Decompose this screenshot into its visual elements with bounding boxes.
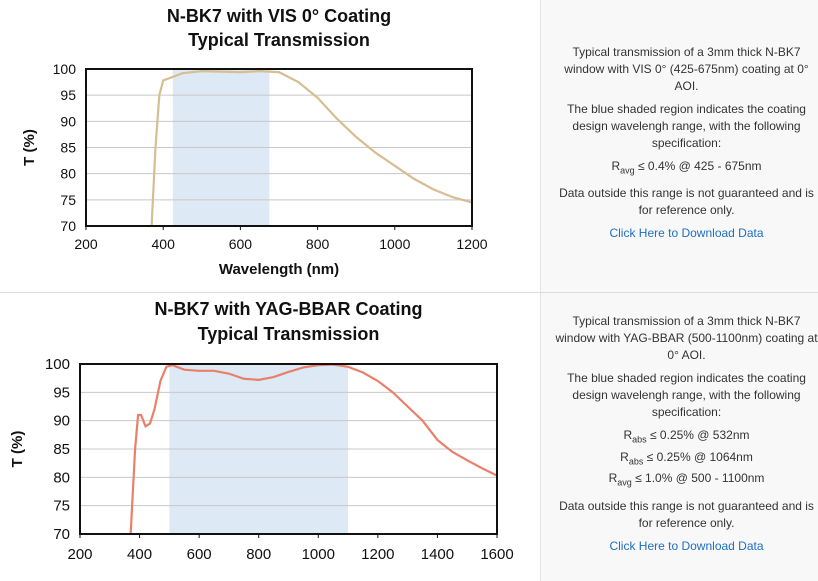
chart: N-BK7 with VIS 0° Coating Typical Transmi… bbox=[21, 6, 488, 278]
chart-subtitle: Typical Transmission bbox=[188, 30, 370, 50]
y-tick-label: 80 bbox=[53, 469, 70, 486]
shading-note: The blue shaded region indicates the coa… bbox=[567, 101, 806, 150]
note-panel: Typical transmission of a 3mm thick N-BK… bbox=[540, 293, 818, 581]
download-link[interactable]: Click Here to Download Data bbox=[609, 226, 764, 241]
y-tick-label: 75 bbox=[60, 192, 76, 208]
x-tick-label: 1400 bbox=[421, 546, 454, 563]
x-tick-label: 400 bbox=[152, 236, 176, 252]
y-tick-label: 75 bbox=[53, 498, 70, 515]
spec-symbol: R bbox=[623, 428, 633, 443]
plot-frame bbox=[85, 68, 473, 227]
y-tick-label: 85 bbox=[53, 441, 70, 458]
link-row: Click Here to Download Data bbox=[553, 225, 818, 242]
shading-note: The blue shaded region indicates the coa… bbox=[567, 371, 806, 420]
note-panel: Typical transmission of a 3mm thick N-BK… bbox=[540, 0, 818, 292]
y-tick-label: 95 bbox=[60, 87, 76, 103]
chart-title: N-BK7 with VIS 0° Coating bbox=[167, 6, 391, 26]
row: N-BK7 with VIS 0° Coating Typical Transmi… bbox=[0, 0, 818, 293]
x-tick-label: 1200 bbox=[361, 546, 394, 563]
chart-title: N-BK7 with YAG-BBAR Coating bbox=[154, 299, 422, 319]
spec-text: ≤ 0.25% @ 532nm bbox=[650, 428, 750, 443]
x-tick-label: 1600 bbox=[480, 546, 513, 563]
description: Typical transmission of a 3mm thick N-BK… bbox=[564, 44, 809, 93]
y-tick-label: 100 bbox=[53, 61, 77, 77]
x-tick-label: 800 bbox=[306, 236, 330, 252]
link-row: Click Here to Download Data bbox=[553, 538, 818, 555]
y-axis-label: T (%) bbox=[9, 431, 26, 468]
x-tick-label: 800 bbox=[246, 546, 271, 563]
y-axis-label: T (%) bbox=[21, 129, 38, 166]
x-tick-label: 400 bbox=[127, 546, 152, 563]
spec-sub: avg bbox=[620, 165, 635, 176]
disclaimer: Data outside this range is not guarantee… bbox=[559, 186, 814, 218]
y-tick-label: 90 bbox=[53, 413, 70, 430]
y-tick-label: 90 bbox=[60, 113, 76, 129]
disclaimer: Data outside this range is not guarantee… bbox=[559, 498, 814, 530]
y-tick-label: 80 bbox=[60, 166, 76, 182]
series-line bbox=[150, 69, 472, 226]
x-axis-label: Wavelength (nm) bbox=[219, 261, 339, 278]
spec: Rabs ≤ 0.25% @ 532nm bbox=[553, 427, 818, 448]
y-tick-label: 70 bbox=[53, 526, 70, 543]
x-tick-label: 200 bbox=[74, 236, 98, 252]
specs: Rabs ≤ 0.25% @ 532nm Rabs ≤ 0.25% @ 1064n… bbox=[553, 427, 818, 491]
y-tick-label: 95 bbox=[53, 384, 70, 401]
spec-sub: avg bbox=[617, 477, 632, 488]
series-line bbox=[129, 364, 497, 534]
x-tick-label: 1200 bbox=[456, 236, 487, 252]
specs: Ravg ≤ 0.4% @ 425 - 675nm bbox=[553, 158, 818, 179]
spec-sub: abs bbox=[632, 434, 647, 445]
x-tick-label: 600 bbox=[229, 236, 253, 252]
y-tick-label: 85 bbox=[60, 140, 76, 156]
spec: Ravg ≤ 1.0% @ 500 - 1100nm bbox=[553, 470, 818, 491]
x-tick-label: 1000 bbox=[302, 546, 335, 563]
spec-symbol: R bbox=[620, 449, 629, 464]
row: N-BK7 with YAG-BBAR Coating Typical Trans… bbox=[0, 293, 818, 581]
spec-sub: abs bbox=[628, 456, 644, 467]
x-tick-label: 600 bbox=[187, 546, 212, 563]
description: Typical transmission of a 3mm thick N-BK… bbox=[555, 314, 818, 363]
x-tick-label: 200 bbox=[67, 546, 92, 563]
x-tick-label: 1000 bbox=[379, 236, 410, 252]
spec: Rabs ≤ 0.25% @ 1064nm bbox=[553, 449, 818, 470]
spec-text: ≤ 0.25% @ 1064nm bbox=[646, 449, 753, 464]
plot-frame bbox=[79, 363, 498, 535]
chart: N-BK7 with YAG-BBAR Coating Typical Trans… bbox=[9, 299, 514, 563]
spec-text: ≤ 0.4% @ 425 - 675nm bbox=[638, 158, 762, 173]
chart-subtitle: Typical Transmission bbox=[198, 324, 380, 344]
spec-text: ≤ 1.0% @ 500 - 1100nm bbox=[635, 471, 765, 486]
y-tick-label: 100 bbox=[45, 356, 70, 373]
y-tick-label: 70 bbox=[60, 218, 76, 234]
spec-symbol: R bbox=[611, 158, 621, 173]
spec-symbol: R bbox=[608, 471, 618, 486]
spec: Ravg ≤ 0.4% @ 425 - 675nm bbox=[553, 158, 818, 179]
download-link[interactable]: Click Here to Download Data bbox=[609, 538, 764, 553]
